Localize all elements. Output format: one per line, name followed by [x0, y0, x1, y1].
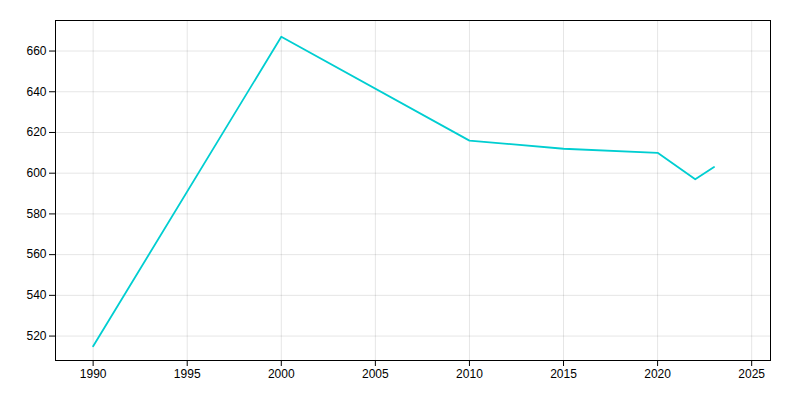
svg-text:600: 600 [26, 166, 46, 180]
svg-text:520: 520 [26, 329, 46, 343]
svg-text:2010: 2010 [456, 367, 483, 381]
svg-text:1990: 1990 [80, 367, 107, 381]
svg-text:560: 560 [26, 247, 46, 261]
svg-text:2000: 2000 [268, 367, 295, 381]
svg-text:620: 620 [26, 125, 46, 139]
svg-text:580: 580 [26, 207, 46, 221]
svg-text:2020: 2020 [644, 367, 671, 381]
svg-text:640: 640 [26, 85, 46, 99]
svg-text:1995: 1995 [174, 367, 201, 381]
svg-text:660: 660 [26, 44, 46, 58]
svg-text:2005: 2005 [362, 367, 389, 381]
svg-text:540: 540 [26, 288, 46, 302]
svg-text:2015: 2015 [550, 367, 577, 381]
svg-text:2025: 2025 [738, 367, 765, 381]
